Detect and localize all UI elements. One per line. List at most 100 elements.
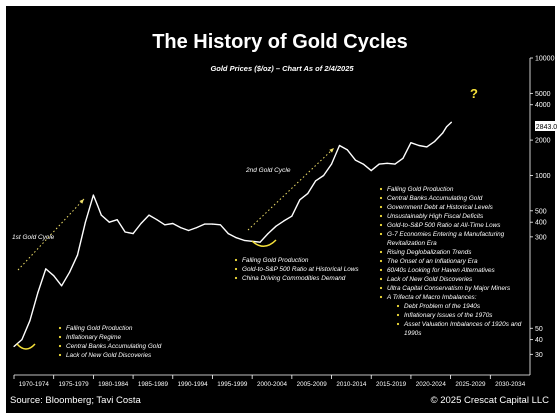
x-tick-label: 2030-2034 — [495, 381, 526, 388]
third-cycle-annotation-item: A Trifecta of Macro Imbalances: — [386, 294, 477, 301]
data-point — [362, 163, 364, 165]
first-cycle-arrow-head — [79, 199, 84, 204]
second-cycle-annotation-bullet — [234, 267, 238, 271]
x-axis: 1970-1974 1975-1979 1980-1984 1985-1989 1990… — [13, 374, 530, 388]
source-text: Source: Bloomberg; Tavi Costa — [10, 395, 141, 406]
data-point — [188, 229, 190, 232]
first-cycle-annotation-bullet — [58, 326, 62, 330]
third-cycle-annotation-item: Rising Deglobalization Trends — [387, 249, 472, 256]
data-point — [84, 221, 86, 223]
data-point — [124, 231, 126, 233]
x-tick-label: 1995-1999 — [217, 381, 248, 388]
data-point — [426, 146, 428, 148]
data-point — [211, 223, 214, 225]
first-cycle-arrow — [17, 198, 85, 271]
y-tick-label: 400 — [535, 220, 547, 227]
third-cycle-sub-annotation-item-cont: 1990s — [404, 330, 422, 337]
data-point — [37, 292, 39, 294]
data-point — [275, 225, 277, 227]
chart-subtitle: Gold Prices ($/oz) – Chart As of 2/4/202… — [210, 64, 354, 73]
data-point — [307, 193, 309, 195]
data-point — [156, 219, 158, 221]
data-point — [410, 142, 412, 144]
third-cycle-annotation-bullet — [379, 205, 383, 209]
data-point — [13, 345, 15, 348]
third-cycle-annotation-bullet — [379, 268, 383, 272]
data-point — [446, 126, 448, 128]
y-tick-label: 500 — [535, 208, 547, 215]
data-point — [299, 199, 301, 201]
second-cycle-label: 2nd Gold Cycle — [245, 167, 291, 174]
series-line-group — [13, 121, 452, 348]
third-cycle-annotation-item-cont: Revitalization Era — [387, 240, 437, 247]
first-cycle-annotation-item: Lack of New Gold Discoveries — [66, 352, 152, 359]
data-point — [132, 233, 134, 235]
data-point — [148, 214, 150, 216]
data-point — [45, 268, 47, 270]
data-point — [164, 224, 166, 226]
data-point — [259, 241, 261, 243]
third-cycle-annotation-bullet — [379, 259, 383, 263]
third-cycle-sub-annotation-item: Asset Valuation Imbalances of 1920s and — [403, 321, 522, 328]
data-point — [346, 149, 348, 151]
data-point — [338, 144, 341, 147]
data-point — [434, 140, 436, 142]
data-point — [370, 170, 372, 172]
data-point — [100, 214, 102, 216]
last-value-label: 2843.0 — [536, 124, 558, 131]
data-point — [219, 224, 221, 226]
third-cycle-annotation-item: Falling Gold Production — [387, 186, 454, 193]
third-cycle-annotation-item: Government Debt at Historical Levels — [387, 204, 494, 211]
first-cycle-annotation-bullet — [58, 335, 62, 339]
third-cycle-annotation-bullet — [379, 214, 383, 218]
first-cycle-annotation-item: Falling Gold Production — [66, 325, 133, 332]
x-tick-label: 2000-2004 — [257, 381, 288, 388]
y-tick-label: 50 — [535, 326, 543, 333]
y-tick-label: 300 — [535, 234, 547, 241]
data-point — [323, 174, 325, 177]
copyright-text: © 2025 Crescat Capital LLC — [431, 395, 550, 406]
second-cycle-annotation-item: Gold-to-S&P 500 Ratio at Historical Lows — [242, 266, 359, 273]
third-cycle-annotation-item: G-7 Economies Entering a Manufacturing — [387, 231, 505, 238]
y-tick-label: 1000 — [535, 173, 551, 180]
third-cycle-annotation-bullet — [379, 232, 383, 236]
x-tick-label: 1990-1994 — [178, 381, 209, 388]
data-point — [227, 233, 229, 235]
data-point — [394, 163, 396, 165]
cycle-arrows — [17, 147, 335, 271]
data-point — [203, 223, 206, 225]
x-tick-label: 1975-1979 — [58, 381, 89, 388]
second-cycle-annotation-bullet — [234, 276, 238, 280]
second-cycle-arrow-head — [329, 148, 334, 153]
third-cycle-annotation-bullet — [379, 286, 383, 290]
third-cycle-annotation-bullet — [379, 196, 383, 200]
data-point — [69, 271, 71, 273]
data-point — [291, 215, 293, 217]
data-point — [180, 227, 182, 229]
x-tick-label: 1985-1989 — [138, 381, 169, 388]
third-cycle-annotations: Falling Gold Production Central Banks Acc… — [379, 186, 522, 337]
third-cycle-sub-annotation-item: Debt Problem of the 1940s — [404, 303, 481, 310]
data-point — [172, 222, 174, 225]
third-cycle-annotation-item: Central Banks Accumulating Gold — [387, 195, 483, 202]
data-point — [92, 194, 94, 196]
third-cycle-annotation-bullet — [379, 223, 383, 227]
third-cycle-annotation-item: Ultra Capital Conservatism by Major Mine… — [387, 285, 511, 292]
first-cycle-annotation-bullet — [58, 344, 62, 348]
data-point — [330, 163, 333, 165]
second-cycle-annotation-item: China Driving Commodities Demand — [242, 275, 346, 282]
data-point — [108, 221, 110, 223]
second-cycle-bottom-marker — [251, 239, 277, 247]
series-line-gold-price — [13, 121, 452, 348]
y-tick-label: 5000 — [535, 91, 551, 98]
data-point — [418, 144, 420, 147]
data-point — [76, 254, 79, 256]
data-point — [21, 339, 23, 341]
third-cycle-annotation-item: 60/40s Looking for Haven Alternatives — [387, 267, 496, 274]
last-value-box — [535, 121, 558, 131]
data-point — [386, 162, 388, 164]
third-cycle-annotation-bullet — [379, 187, 383, 191]
first-cycle-bottom-marker — [16, 343, 36, 350]
y-tick-label: 40 — [535, 337, 543, 344]
